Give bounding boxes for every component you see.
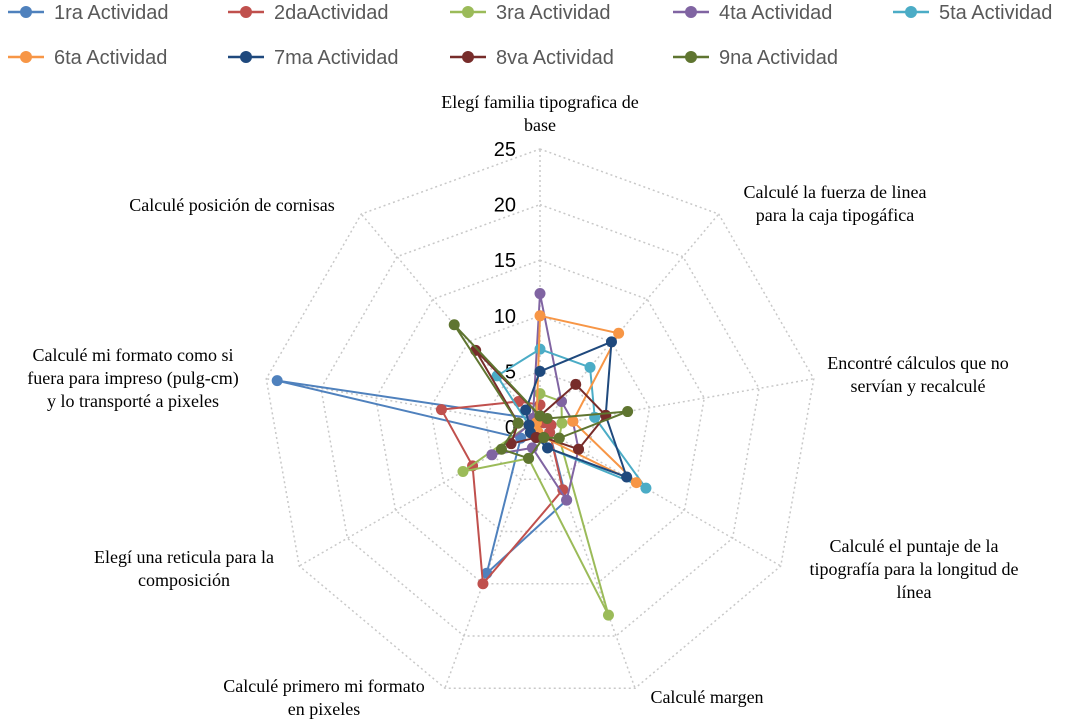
axis-label-5: Calculé primero mi formato en pixeles bbox=[223, 676, 424, 719]
data-point-4-6 bbox=[486, 449, 498, 461]
axis-label-0: Elegí familia tipografica de base bbox=[441, 92, 638, 135]
spoke-4 bbox=[539, 426, 636, 689]
data-point-8-1 bbox=[570, 378, 582, 390]
tick-label-0: 0 bbox=[505, 417, 516, 439]
data-point-4-0 bbox=[534, 288, 546, 300]
series-line-9 bbox=[453, 324, 628, 460]
data-point-7-3 bbox=[621, 471, 633, 483]
data-point-8-6 bbox=[505, 438, 517, 450]
grid-ring-4 bbox=[320, 203, 760, 637]
series-9 bbox=[448, 319, 634, 464]
legend-label-3: 3ra Actividad bbox=[496, 2, 611, 24]
data-point-9-8 bbox=[448, 319, 460, 331]
legend-marker-2 bbox=[240, 6, 252, 18]
spoke-5 bbox=[444, 426, 541, 689]
axis-label-2: Encontré cálculos que no servían y recalc… bbox=[827, 353, 1008, 396]
legend-item-8: 8va Actividad bbox=[450, 47, 614, 69]
tick-label-20: 20 bbox=[494, 195, 516, 217]
data-point-8-5 bbox=[530, 431, 542, 443]
legend-marker-5 bbox=[905, 6, 917, 18]
legend-marker-7 bbox=[240, 51, 252, 63]
data-point-9-4 bbox=[538, 431, 550, 443]
legend-item-6: 6ta Actividad bbox=[8, 47, 167, 69]
data-point-3-6 bbox=[457, 465, 469, 477]
data-point-9-3 bbox=[553, 432, 565, 444]
radar-grid bbox=[265, 148, 815, 689]
legend: 1ra Actividad 2daActividad 3ra Actividad 4t… bbox=[8, 2, 1052, 69]
spoke-1 bbox=[539, 213, 720, 428]
data-point-7-8 bbox=[520, 404, 532, 416]
data-point-7-4 bbox=[542, 442, 554, 454]
data-point-6-3 bbox=[630, 477, 642, 489]
tick-label-25: 25 bbox=[494, 139, 516, 161]
legend-item-2: 2daActividad bbox=[228, 2, 389, 24]
series-group bbox=[271, 288, 652, 621]
legend-item-1: 1ra Actividad bbox=[8, 2, 169, 24]
tick-label-5: 5 bbox=[505, 361, 516, 383]
legend-item-3: 3ra Actividad bbox=[450, 2, 611, 24]
data-point-3-0 bbox=[534, 388, 546, 400]
legend-marker-8 bbox=[462, 51, 474, 63]
spoke-2 bbox=[539, 377, 814, 428]
data-point-5-3 bbox=[640, 482, 652, 494]
axis-labels: Elegí familia tipografica de base Calculé … bbox=[27, 92, 1018, 719]
legend-marker-6 bbox=[20, 51, 32, 63]
data-point-9-7 bbox=[512, 417, 524, 429]
data-point-7-0 bbox=[534, 365, 546, 377]
legend-item-4: 4ta Actividad bbox=[673, 2, 832, 24]
tick-label-15: 15 bbox=[494, 250, 516, 272]
data-point-7-1 bbox=[605, 336, 617, 348]
legend-marker-9 bbox=[685, 51, 697, 63]
data-point-1-7 bbox=[271, 375, 283, 387]
data-point-6-0 bbox=[534, 310, 546, 322]
data-point-3-4 bbox=[602, 609, 614, 621]
legend-label-7: 7ma Actividad bbox=[274, 47, 399, 69]
data-point-3-2 bbox=[556, 417, 568, 429]
data-point-8-3 bbox=[573, 443, 585, 455]
legend-item-7: 7ma Actividad bbox=[228, 47, 399, 69]
series-line-7 bbox=[524, 340, 629, 479]
axis-label-6: Elegí una reticula para la composición bbox=[94, 547, 274, 590]
axis-label-7: Calculé mi formato como si fuera para imp… bbox=[27, 345, 238, 411]
data-point-9-2 bbox=[622, 406, 634, 418]
axis-label-8: Calculé posición de cornisas bbox=[129, 195, 334, 215]
tick-label-10: 10 bbox=[494, 306, 516, 328]
legend-marker-1 bbox=[20, 6, 32, 18]
data-point-9-6 bbox=[495, 443, 507, 455]
legend-marker-3 bbox=[462, 6, 474, 18]
radial-ticks: 0 5 10 15 20 25 bbox=[494, 139, 516, 439]
legend-label-5: 5ta Actividad bbox=[939, 2, 1052, 24]
axis-label-1: Calculé la fuerza de linea para la caja t… bbox=[744, 182, 927, 225]
legend-label-8: 8va Actividad bbox=[496, 47, 614, 69]
axis-label-3: Calculé el puntaje de la tipografía para … bbox=[810, 536, 1019, 602]
legend-label-1: 1ra Actividad bbox=[54, 2, 169, 24]
legend-item-9: 9na Actividad bbox=[673, 47, 838, 69]
axis-label-4: Calculé margen bbox=[650, 687, 763, 707]
data-point-6-2 bbox=[567, 415, 579, 427]
legend-item-5: 5ta Actividad bbox=[893, 2, 1052, 24]
grid-ring-3 bbox=[374, 259, 706, 585]
series-line-2 bbox=[439, 400, 564, 587]
data-point-9-5 bbox=[523, 452, 535, 464]
grid-ring-2 bbox=[429, 315, 651, 533]
data-point-6-1 bbox=[613, 327, 625, 339]
data-point-7-7 bbox=[523, 419, 535, 431]
legend-label-9: 9na Actividad bbox=[719, 47, 838, 69]
data-point-2-7 bbox=[435, 404, 447, 416]
data-point-4-4 bbox=[561, 494, 573, 506]
data-point-5-0 bbox=[534, 343, 546, 355]
data-point-9-1 bbox=[541, 412, 553, 424]
data-point-2-5 bbox=[477, 578, 489, 590]
legend-label-4: 4ta Actividad bbox=[719, 2, 832, 24]
legend-marker-4 bbox=[685, 6, 697, 18]
legend-label-6: 6ta Actividad bbox=[54, 47, 167, 69]
grid-ring-5 bbox=[265, 148, 815, 689]
data-point-5-1 bbox=[584, 361, 596, 373]
data-point-2-4 bbox=[557, 484, 569, 496]
spoke-8 bbox=[360, 213, 541, 428]
legend-label-2: 2daActividad bbox=[274, 2, 389, 24]
